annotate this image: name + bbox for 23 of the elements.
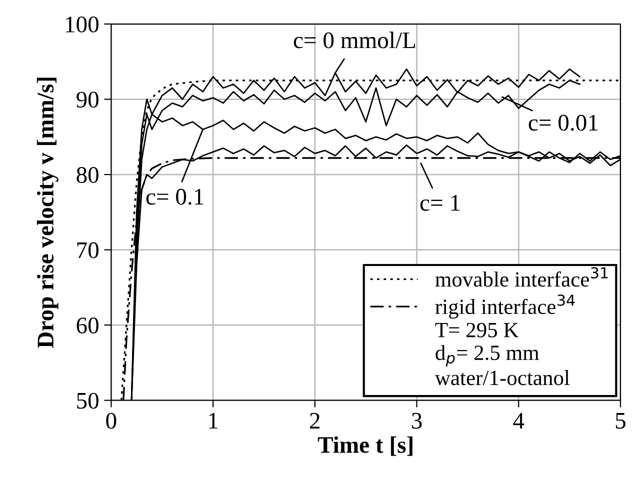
x-tick-label: 1 (209, 412, 218, 429)
y-tick-label: 100 (66, 16, 98, 32)
y-tick-label: 60 (76, 318, 98, 334)
annotation: c= 0.1 (146, 188, 204, 205)
y-tick-label: 50 (77, 392, 98, 409)
legend-label: rigid interface$^{34}$ (435, 294, 575, 319)
x-tick-label: 2 (310, 412, 320, 429)
x-axis-title: Time t [s] (318, 436, 412, 456)
y-tick-label: 80 (76, 167, 98, 183)
y-axis-title: Drop rise velocity v [mm/s] (36, 78, 58, 348)
x-tick-label: 4 (513, 412, 524, 429)
annotation: c= 1 (420, 195, 460, 211)
x-tick-label: 3 (412, 412, 422, 429)
x-tick-label: 5 (616, 413, 626, 429)
annotation: c= 0.01 (528, 114, 598, 131)
y-tick-label: 90 (76, 92, 98, 108)
legend-label: movable interface$^{31}$ (435, 267, 608, 287)
x-tick-label: 0 (106, 412, 116, 429)
y-tick-label: 70 (77, 242, 98, 258)
annotation: water/1-octanol (434, 370, 570, 386)
annotation: T= 295 K (435, 322, 519, 338)
annotation: c= 0 mmol/L (294, 32, 416, 48)
annotation: d$_{p}$= 2.5 mm (436, 344, 539, 367)
